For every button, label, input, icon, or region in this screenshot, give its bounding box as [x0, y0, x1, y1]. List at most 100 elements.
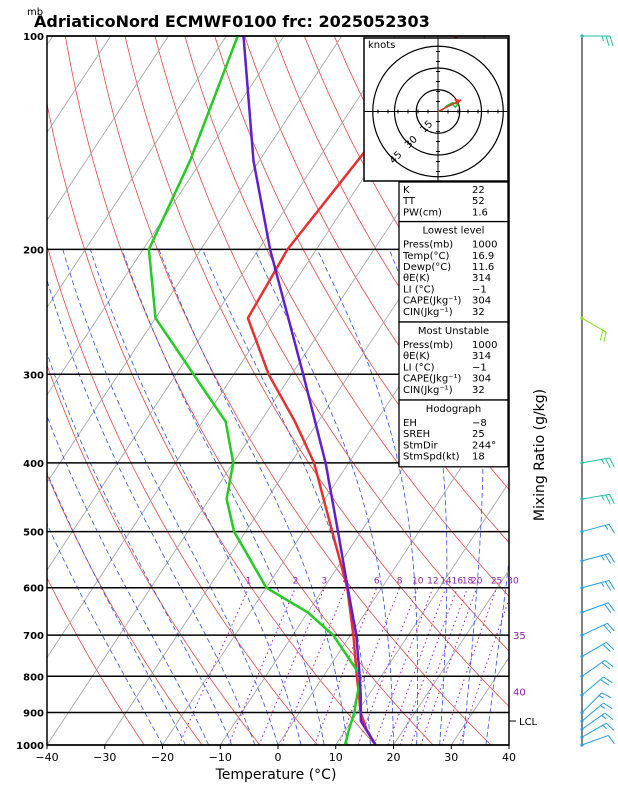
series-dewpoint — [147, 36, 363, 745]
mixing-ratio-label: 2 — [293, 577, 299, 587]
wind-barb — [580, 641, 615, 659]
mixing-ratio-line — [178, 587, 250, 745]
mixing-ratio-line — [410, 587, 469, 745]
wind-barb — [580, 712, 614, 731]
wind-barb-shaft — [581, 493, 610, 500]
dry-adiabat — [214, 36, 509, 544]
wind-barb-half-flag — [600, 582, 605, 588]
mixing-ratio-line — [258, 587, 325, 745]
most-unstable-title: Most Unstable — [418, 326, 489, 337]
isotherm — [47, 36, 169, 221]
most-unstable-row-label: θE(K) — [403, 351, 430, 362]
moist-adiabat — [47, 471, 186, 745]
wind-barb-half-flag — [601, 35, 604, 42]
most-unstable-row-label: LI (°C) — [403, 362, 435, 373]
lowest-level-row-value: −1 — [472, 284, 487, 295]
isotherm-label: 35 — [513, 631, 526, 642]
wind-barb-shaft — [581, 712, 606, 730]
x-axis-title: Temperature (°C) — [215, 767, 337, 783]
wind-barb-half-flag — [600, 705, 606, 709]
moist-adiabat — [47, 278, 256, 745]
wind-barb-flag — [607, 602, 615, 612]
lowest-level-row-value: 314 — [472, 273, 491, 284]
lowest-level-row-value: 16.9 — [472, 251, 494, 262]
moist-adiabat — [254, 249, 394, 745]
mixing-ratio-label: 16 — [452, 577, 464, 587]
most-unstable-row-value: 304 — [472, 374, 491, 385]
most-unstable-row-value: −1 — [472, 362, 487, 373]
general-indices-row-value: 52 — [472, 196, 485, 207]
wind-barb-half-flag — [600, 555, 605, 561]
dry-adiabat — [47, 101, 376, 745]
isotherm-label: 40 — [513, 687, 526, 698]
wind-barb-flag — [604, 603, 612, 613]
wind-barb-shaft — [581, 692, 603, 713]
wind-barb-flag — [603, 624, 612, 634]
lowest-level-row-label: LI (°C) — [403, 284, 435, 295]
general-indices-row-label: PW(cm) — [403, 207, 442, 218]
wind-barb-half-flag — [598, 695, 604, 699]
dry-adiabat — [124, 36, 509, 707]
wind-barb-half-flag — [601, 459, 605, 465]
wind-barb-flag — [604, 554, 612, 564]
general-indices-row-value: 22 — [472, 185, 485, 196]
lowest-level-row-value: 304 — [472, 296, 491, 307]
mixing-ratio-label: 10 — [412, 577, 424, 587]
wind-barb-half-flag — [602, 724, 607, 730]
moist-adiabat — [202, 249, 371, 745]
hodograph-indices-row-label: EH — [403, 418, 417, 429]
moist-adiabat — [47, 352, 233, 745]
wind-barb-flag — [600, 679, 610, 686]
series-parcel — [242, 36, 377, 745]
x-tick-label: 0 — [275, 751, 282, 764]
wind-barb-station — [580, 559, 584, 563]
wind-barb — [580, 734, 615, 747]
wind-barb-flag — [601, 662, 611, 670]
dry-adiabat — [47, 243, 318, 745]
wind-barb-half-flag — [604, 525, 609, 531]
isotherm — [47, 36, 400, 571]
wind-barb — [580, 702, 613, 723]
wind-barb-flag — [604, 712, 614, 721]
wind-barb — [580, 692, 612, 715]
wind-barb-flag — [608, 553, 615, 563]
wind-barb-flag — [604, 659, 614, 668]
hodograph-indices-row-label: StmDir — [403, 440, 438, 451]
wind-barb-flag — [609, 35, 614, 47]
x-tick-label: −40 — [35, 751, 58, 764]
lowest-level-row-label: CAPE(Jkg⁻¹) — [403, 296, 461, 307]
hodograph-ring — [415, 89, 461, 134]
wind-barb — [580, 622, 615, 637]
most-unstable-row-value: 314 — [472, 351, 491, 362]
general-indices-row-label: K — [403, 185, 410, 196]
wind-barb — [580, 316, 607, 343]
x-tick-label: 10 — [329, 751, 343, 764]
pressure-tick-label: 800 — [23, 672, 44, 683]
mixing-ratio-label: 12 — [427, 577, 438, 587]
mixing-ratio-label: 20 — [471, 577, 483, 587]
general-indices-row-value: 1.6 — [472, 207, 488, 218]
isotherm — [47, 36, 227, 309]
hodograph-box — [363, 37, 509, 182]
wind-barb-shaft — [581, 702, 604, 722]
mixing-ratio-label: 8 — [397, 577, 403, 587]
wind-barb — [580, 523, 615, 534]
general-indices-box — [398, 181, 509, 223]
mixing-ratio-label: 30 — [507, 577, 519, 587]
lowest-level-row-label: θE(K) — [403, 273, 430, 284]
pressure-unit-label: mb — [27, 7, 43, 18]
wind-barb-flag — [605, 494, 611, 505]
wind-barb-flag — [609, 494, 615, 504]
dry-adiabat — [47, 364, 261, 745]
lowest-level-row-label: Press(mb) — [403, 240, 453, 251]
x-tick-label: 30 — [444, 751, 458, 764]
isotherm — [335, 481, 509, 745]
dry-adiabat — [47, 577, 145, 745]
pressure-tick-label: 500 — [23, 528, 44, 539]
wind-barb — [580, 579, 615, 591]
moist-adiabat — [47, 522, 163, 745]
hodograph-indices-row-value: −8 — [472, 418, 487, 429]
isotherm — [47, 36, 343, 484]
hodograph-ring — [393, 67, 483, 156]
